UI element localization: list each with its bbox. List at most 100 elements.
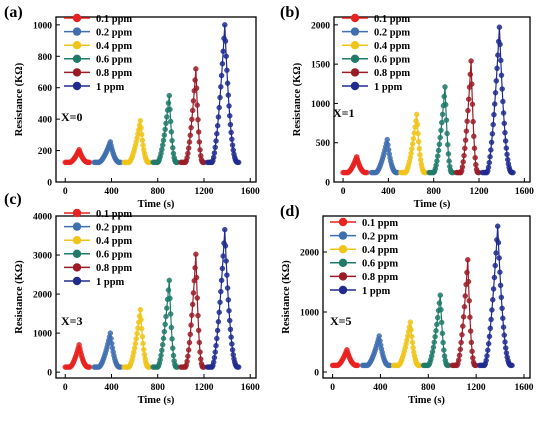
data-point xyxy=(441,353,448,359)
legend-item: 0.2 ppm xyxy=(342,27,410,38)
legend-marker xyxy=(338,272,348,281)
data-point xyxy=(138,316,144,323)
series-line xyxy=(482,27,514,174)
composition-annotation: X=0 xyxy=(61,110,83,124)
data-point xyxy=(138,125,144,131)
legend-label: 0.6 ppm xyxy=(374,55,410,66)
data-point xyxy=(487,325,493,332)
y-axis-title: Resistance (KΩ) xyxy=(281,260,292,334)
data-point xyxy=(222,243,229,249)
data-point xyxy=(226,103,232,109)
data-point xyxy=(189,312,195,318)
data-point xyxy=(184,358,190,365)
legend-item: 0.2 ppm xyxy=(330,231,398,242)
legend-marker xyxy=(72,13,82,23)
plot-frame xyxy=(55,215,257,379)
data-point xyxy=(490,286,497,292)
legend-marker xyxy=(350,27,360,36)
legend-item: 0.4 ppm xyxy=(64,41,132,52)
legend: 0.1 ppm 0.2 ppm 0.4 ppm 0.6 ppm 0.8 ppm 1 ppm xyxy=(342,14,410,93)
data-point xyxy=(227,113,233,119)
series-line xyxy=(207,24,239,163)
legend-label: 0.1 ppm xyxy=(362,218,398,229)
data-point xyxy=(195,116,201,123)
legend-marker xyxy=(350,13,360,23)
legend-item: 0.1 ppm xyxy=(64,14,132,25)
legend-marker xyxy=(72,81,82,91)
data-point xyxy=(509,362,515,369)
data-point xyxy=(219,265,226,272)
data-point xyxy=(364,169,370,176)
y-tick-label: 1500 xyxy=(311,61,330,71)
data-point xyxy=(218,288,224,295)
data-point xyxy=(496,24,503,30)
data-point xyxy=(430,344,437,350)
series-0-6-ppm xyxy=(420,292,452,369)
data-point xyxy=(198,356,204,362)
series-line xyxy=(207,229,239,368)
chart-panel-1: 0 400 800 1200 1600 0 200 400 600 800 1000 Time (s)… xyxy=(4,4,260,210)
data-point xyxy=(211,354,218,361)
data-point xyxy=(461,304,468,310)
data-point xyxy=(211,150,218,156)
data-point xyxy=(165,287,172,293)
data-point xyxy=(439,319,445,326)
data-point xyxy=(416,146,423,152)
data-point xyxy=(468,339,475,346)
data-point xyxy=(472,155,478,161)
data-point xyxy=(458,339,464,346)
data-point xyxy=(161,132,168,138)
data-point xyxy=(491,111,497,118)
legend-marker xyxy=(72,236,82,245)
data-point xyxy=(501,332,507,338)
data-point xyxy=(498,57,504,64)
data-point xyxy=(229,136,235,142)
data-point xyxy=(165,100,172,106)
legend-label: 0.8 ppm xyxy=(374,68,410,79)
data-point xyxy=(187,331,193,338)
data-point xyxy=(439,330,446,337)
legend-marker xyxy=(338,285,348,295)
data-point xyxy=(212,144,218,151)
data-point xyxy=(86,159,93,166)
data-point xyxy=(192,77,198,83)
x-tick-label: 1200 xyxy=(194,383,213,393)
legend-marker xyxy=(72,208,82,218)
data-point xyxy=(139,137,146,143)
data-point xyxy=(159,142,166,148)
data-point xyxy=(227,317,233,324)
series-1-ppm xyxy=(479,24,516,176)
data-point xyxy=(457,346,464,353)
legend-label: 0.6 ppm xyxy=(96,250,132,261)
data-point xyxy=(437,134,443,141)
data-point xyxy=(408,150,414,157)
plot-frame xyxy=(333,16,531,183)
data-point xyxy=(228,334,234,340)
legend-label: 0.4 ppm xyxy=(96,236,132,247)
data-point xyxy=(108,335,114,342)
series-0-6-ppm xyxy=(426,84,456,176)
data-point xyxy=(409,333,415,340)
legend-label: 0.1 ppm xyxy=(96,209,132,220)
data-point xyxy=(440,339,446,346)
data-point xyxy=(188,322,194,328)
data-point xyxy=(223,53,229,59)
legend-item: 0.1 ppm xyxy=(330,217,398,229)
data-point xyxy=(167,295,173,302)
data-point xyxy=(193,85,200,91)
data-point xyxy=(483,357,489,364)
data-point xyxy=(439,111,446,118)
data-point xyxy=(137,118,144,124)
legend-item: 1 ppm xyxy=(64,276,125,288)
data-point xyxy=(503,145,510,151)
composition-annotation: X=5 xyxy=(330,314,352,328)
data-point xyxy=(185,145,192,151)
data-point xyxy=(190,98,197,104)
data-point xyxy=(197,147,203,153)
data-point xyxy=(407,319,414,325)
data-point xyxy=(134,330,140,337)
data-point xyxy=(164,305,170,311)
data-point xyxy=(189,116,195,123)
y-tick-label: 0 xyxy=(47,369,52,379)
data-point xyxy=(488,316,494,323)
